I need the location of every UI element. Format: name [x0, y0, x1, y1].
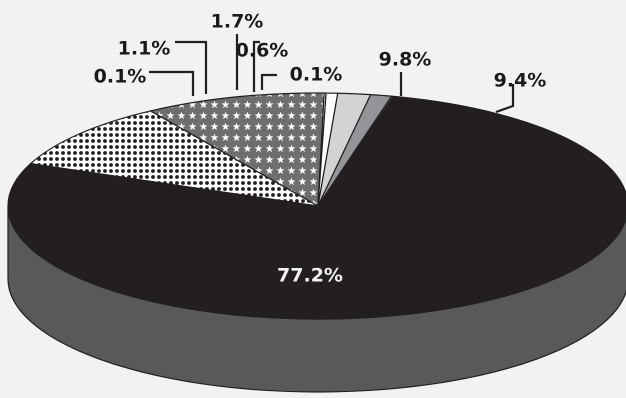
slice-label-0: 77.2% [277, 265, 343, 287]
leader-line-6 [175, 40, 208, 94]
leader-line-7 [149, 70, 195, 96]
pie-slice-1 [30, 110, 319, 207]
slice-label-3: 0.1% [290, 64, 343, 86]
leader-line-2 [495, 84, 515, 114]
leader-line-4 [252, 40, 260, 92]
slice-label-5: 1.7% [211, 11, 264, 33]
slice-label-7: 0.1% [94, 66, 147, 88]
leader-lines-layer [149, 34, 515, 114]
pie-slice-0 [7, 95, 626, 320]
slice-label-6: 1.1% [118, 38, 171, 60]
pie-slice-7 [317, 95, 395, 207]
slice-label-2: 9.4% [494, 70, 547, 92]
labels-layer: 77.2%9.8%9.4%0.1%0.6%1.7%1.1%0.1% [94, 11, 547, 287]
leader-line-3 [260, 73, 277, 90]
pie-slice-2 [149, 92, 325, 207]
slice-label-1: 9.8% [379, 49, 432, 71]
pie-top-layer [7, 92, 626, 320]
slice-label-4: 0.6% [236, 40, 289, 62]
